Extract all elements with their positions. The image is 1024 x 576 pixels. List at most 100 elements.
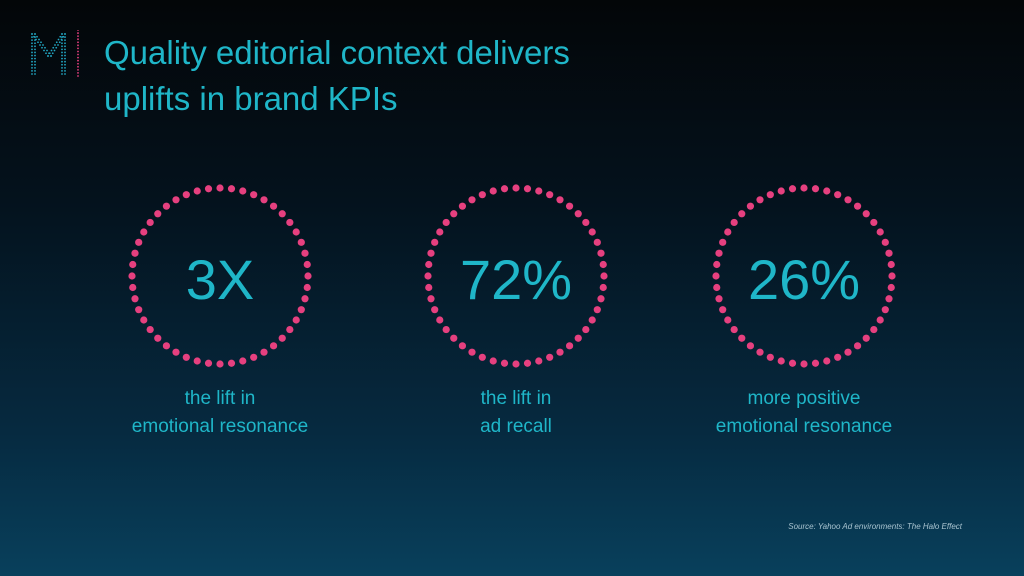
ring-dot xyxy=(292,228,300,236)
ring-dot xyxy=(286,325,294,334)
ring-dot xyxy=(546,353,554,361)
ring-dot xyxy=(788,359,797,367)
logo-dot xyxy=(34,66,36,69)
ring-dot xyxy=(239,187,247,195)
ring-dot xyxy=(885,249,893,257)
ring-dot xyxy=(881,306,889,314)
logo-dot xyxy=(36,35,38,38)
logo-dot xyxy=(39,44,41,46)
logo-dot xyxy=(51,52,54,55)
logo-dot xyxy=(31,63,33,66)
logo-dot xyxy=(77,59,79,62)
ring-dot xyxy=(468,196,476,204)
ring-dot xyxy=(129,283,137,292)
ring-dot xyxy=(286,218,294,227)
logo-dot xyxy=(34,54,36,57)
ring-dot xyxy=(876,228,884,236)
ring-dot xyxy=(131,295,139,303)
logo-dot xyxy=(64,36,66,38)
logo-dot xyxy=(38,38,40,41)
ring-dot xyxy=(712,272,720,280)
ring-dot xyxy=(800,360,808,368)
logo-dot xyxy=(31,54,33,57)
dotted-ring-icon xyxy=(712,184,896,368)
logo-dot xyxy=(34,48,36,51)
ring-dot xyxy=(756,348,764,356)
ring-dot xyxy=(597,295,605,303)
logo-dot xyxy=(50,55,52,57)
logo-dot xyxy=(77,35,79,38)
ring-dot xyxy=(535,187,543,195)
logo-dot xyxy=(31,57,33,60)
logo-dot xyxy=(55,46,58,49)
ring-dot xyxy=(450,334,458,342)
ring-dot xyxy=(140,228,148,236)
logo-dot xyxy=(60,38,63,41)
logo-dot xyxy=(31,33,33,35)
ring-dot xyxy=(269,202,278,210)
logo-dot xyxy=(77,44,79,47)
logo-dot xyxy=(64,63,66,66)
ring-dot xyxy=(582,325,590,334)
stat-caption: the lift in emotional resonance xyxy=(90,385,350,441)
stat-caption-line-1: the lift in xyxy=(184,388,256,409)
logo-dot xyxy=(53,49,56,52)
logo-dot xyxy=(34,60,36,63)
ring-dot xyxy=(431,306,439,314)
logo-dot xyxy=(31,73,33,75)
ring-dot xyxy=(738,334,746,342)
ring-dot xyxy=(468,348,476,356)
logo-dot xyxy=(64,33,66,35)
logo-dot xyxy=(64,39,66,42)
logo-dot xyxy=(64,60,66,63)
ring-dot xyxy=(565,342,574,350)
ring-dot xyxy=(862,210,870,218)
ring-dot xyxy=(425,260,433,269)
logo-dot xyxy=(59,35,62,38)
ring-dot xyxy=(162,202,171,210)
source-note: Source: Yahoo Ad environments: The Halo … xyxy=(788,522,962,531)
ring-dot xyxy=(887,260,895,269)
logo-dot xyxy=(62,35,65,38)
ring-dot xyxy=(535,357,543,365)
logo-dot xyxy=(77,30,79,31)
ring-dot xyxy=(172,348,180,356)
logo-dot xyxy=(61,33,63,35)
ring-dot xyxy=(146,325,154,334)
logo-dot xyxy=(61,51,63,54)
stat-caption-line-1: more positive xyxy=(747,388,861,409)
ring-dot xyxy=(135,306,143,314)
ring-dot xyxy=(546,191,554,199)
ring-dot xyxy=(853,202,862,210)
logo-dot xyxy=(77,75,79,77)
ring-dot xyxy=(227,359,236,367)
ring-dot xyxy=(442,325,450,334)
ring-dot xyxy=(870,325,878,334)
logo-dot xyxy=(50,49,53,52)
dotted-m-logo-icon xyxy=(31,30,79,77)
logo-dot xyxy=(64,42,66,45)
logo-dot xyxy=(77,72,79,74)
ring-dot xyxy=(154,334,162,342)
ring-dot xyxy=(724,316,732,324)
logo-dot xyxy=(61,42,63,45)
ring-dot xyxy=(250,191,258,199)
ring-dot xyxy=(135,238,143,246)
ring-dot xyxy=(292,316,300,324)
ring-dot xyxy=(766,353,774,361)
ring-dot xyxy=(227,185,236,193)
ring-dot xyxy=(458,342,467,350)
logo-dot xyxy=(77,41,79,44)
ring-dot xyxy=(588,316,596,324)
ring-dot xyxy=(719,306,727,314)
ring-dot xyxy=(876,316,884,324)
ring-dot xyxy=(788,185,797,193)
ring-dot xyxy=(304,272,312,280)
ring-dot xyxy=(278,334,286,342)
logo-dot xyxy=(61,63,63,66)
dotted-ring-icon xyxy=(128,184,312,368)
logo-dot xyxy=(64,73,66,75)
ring-dot xyxy=(715,295,723,303)
logo-dot xyxy=(34,73,36,75)
ring-dot xyxy=(713,260,721,269)
